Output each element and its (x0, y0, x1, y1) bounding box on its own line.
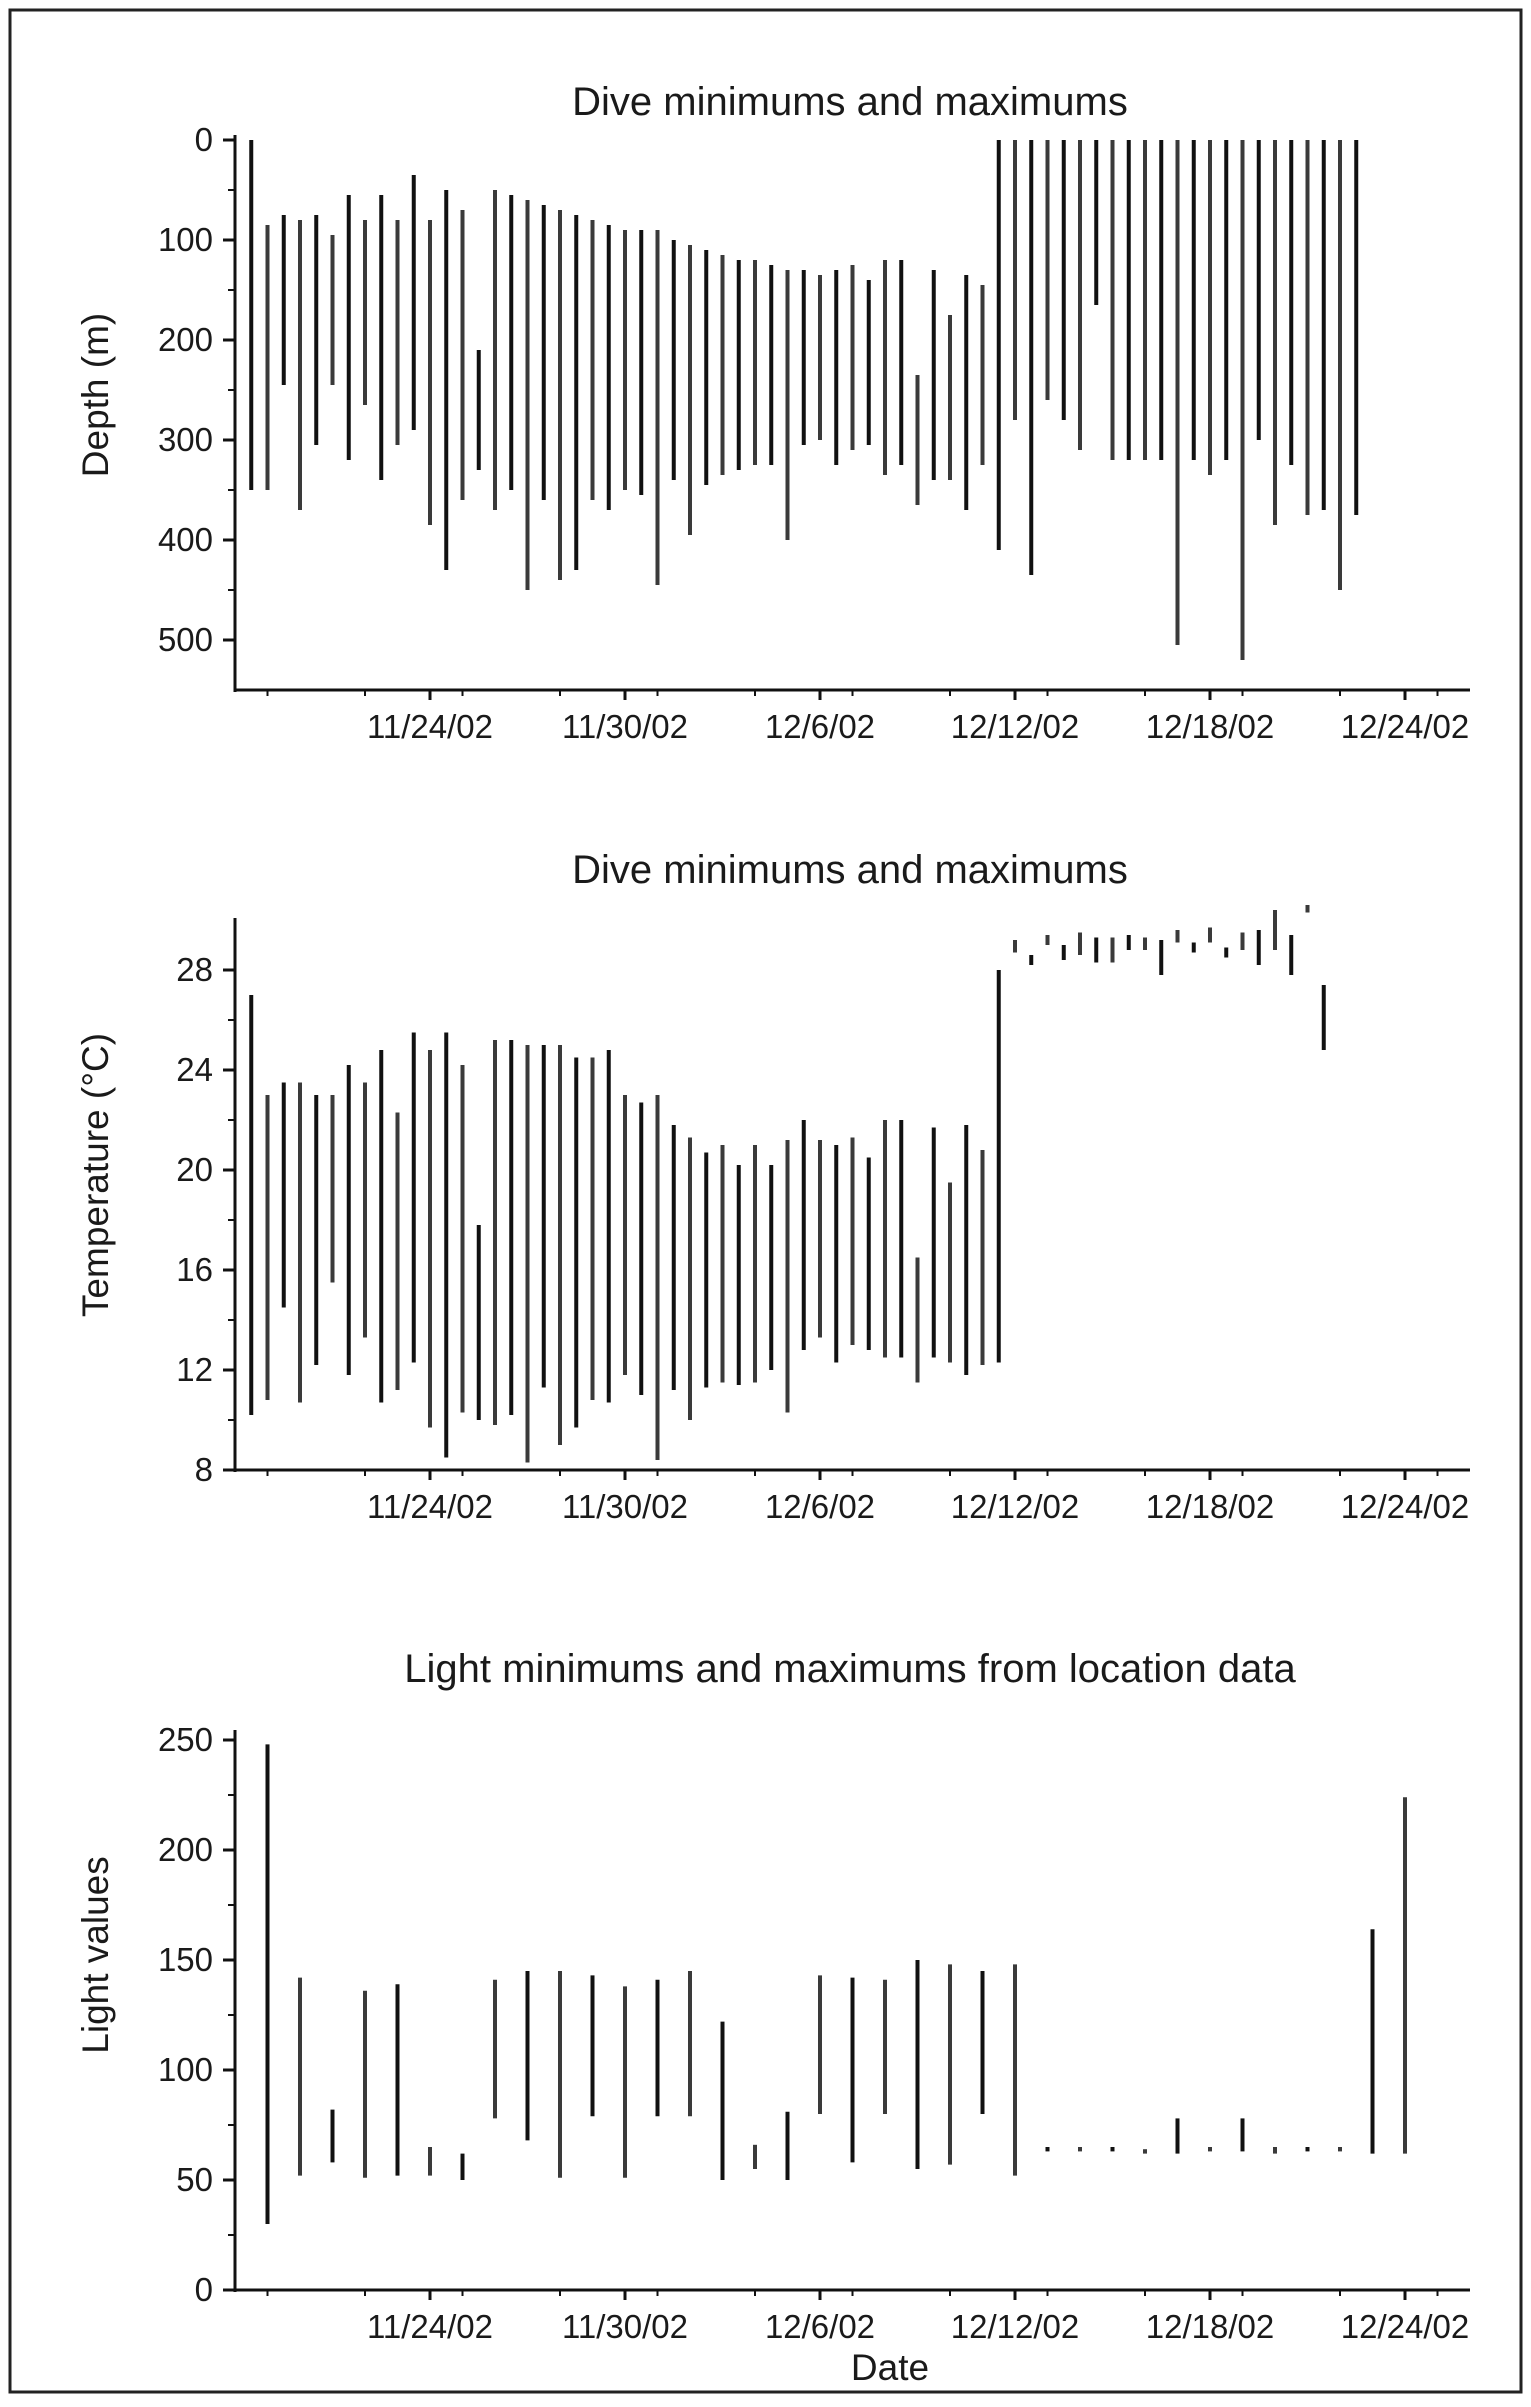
light-x-tick-label: 11/30/02 (562, 2308, 688, 2345)
depth-y-tick-label: 400 (158, 521, 213, 558)
temperature-x-tick-label: 11/30/02 (562, 1488, 688, 1525)
light-panel-title: Light minimums and maximums from locatio… (404, 1647, 1296, 1691)
depth-panel: Dive minimums and maximums Depth (m) 0 10… (75, 80, 1470, 745)
depth-y-tick-label: 0 (195, 121, 213, 158)
temperature-x-ticks: 11/24/02 11/30/02 12/6/02 12/12/02 12/18/02 1… (266, 1470, 1469, 1525)
light-x-tick-label: 12/18/02 (1146, 2308, 1274, 2345)
light-y-axis-label: Light values (75, 1856, 116, 2053)
depth-x-tick-label: 11/30/02 (562, 708, 688, 745)
light-panel: Light minimums and maximums from locatio… (75, 1647, 1470, 2345)
temperature-y-tick-label: 16 (176, 1251, 213, 1288)
light-y-tick-label: 150 (158, 1941, 213, 1978)
figure-border (8, 8, 1523, 2394)
light-x-ticks: 11/24/02 11/30/02 12/6/02 12/12/02 12/18/02 1… (266, 2290, 1469, 2345)
light-y-tick-label: 250 (158, 1721, 213, 1758)
light-x-tick-label: 12/12/02 (951, 2308, 1079, 2345)
temperature-y-axis-label: Temperature (°C) (75, 1033, 116, 1317)
depth-y-tick-label: 100 (158, 221, 213, 258)
figure-x-axis-label: Date (851, 2347, 929, 2388)
light-bars (265, 1744, 1407, 2224)
depth-y-tick-label: 200 (158, 321, 213, 358)
light-y-tick-label: 100 (158, 2051, 213, 2088)
depth-y-axis-label: Depth (m) (75, 313, 116, 477)
light-y-tick-label: 0 (195, 2271, 213, 2308)
light-x-tick-label: 12/24/02 (1341, 2308, 1469, 2345)
depth-y-tick-label: 500 (158, 621, 213, 658)
depth-x-tick-label: 12/6/02 (765, 708, 875, 745)
temperature-bars (249, 905, 1326, 1463)
light-y-ticks: 0 50 100 150 200 250 (158, 1721, 235, 2308)
depth-x-ticks: 11/24/02 11/30/02 12/6/02 12/12/02 12/18/02 1… (266, 690, 1469, 745)
temperature-y-tick-label: 28 (176, 951, 213, 988)
depth-y-ticks: 0 100 200 300 400 500 (158, 121, 235, 658)
light-x-tick-label: 12/6/02 (765, 2308, 875, 2345)
depth-panel-title: Dive minimums and maximums (572, 80, 1128, 124)
temperature-x-tick-label: 12/6/02 (765, 1488, 875, 1525)
depth-x-tick-label: 12/24/02 (1341, 708, 1469, 745)
temperature-y-tick-label: 12 (176, 1351, 213, 1388)
light-y-tick-label: 200 (158, 1831, 213, 1868)
depth-x-tick-label: 12/18/02 (1146, 708, 1274, 745)
light-x-tick-label: 11/24/02 (367, 2308, 493, 2345)
temperature-panel: Dive minimums and maximums Temperature (… (75, 848, 1470, 1525)
temperature-x-tick-label: 12/12/02 (951, 1488, 1079, 1525)
temperature-x-tick-label: 12/18/02 (1146, 1488, 1274, 1525)
temperature-x-tick-label: 12/24/02 (1341, 1488, 1469, 1525)
depth-x-tick-label: 11/24/02 (367, 708, 493, 745)
temperature-y-tick-label: 24 (176, 1051, 213, 1088)
depth-x-tick-label: 12/12/02 (951, 708, 1079, 745)
temperature-y-tick-label: 8 (195, 1451, 213, 1488)
light-y-tick-label: 50 (176, 2161, 213, 2198)
temperature-y-ticks: 8 12 16 20 24 28 (176, 951, 235, 1488)
temperature-panel-title: Dive minimums and maximums (572, 848, 1128, 892)
temperature-x-tick-label: 11/24/02 (367, 1488, 493, 1525)
depth-bars (249, 140, 1359, 660)
temperature-y-tick-label: 20 (176, 1151, 213, 1188)
depth-y-tick-label: 300 (158, 421, 213, 458)
